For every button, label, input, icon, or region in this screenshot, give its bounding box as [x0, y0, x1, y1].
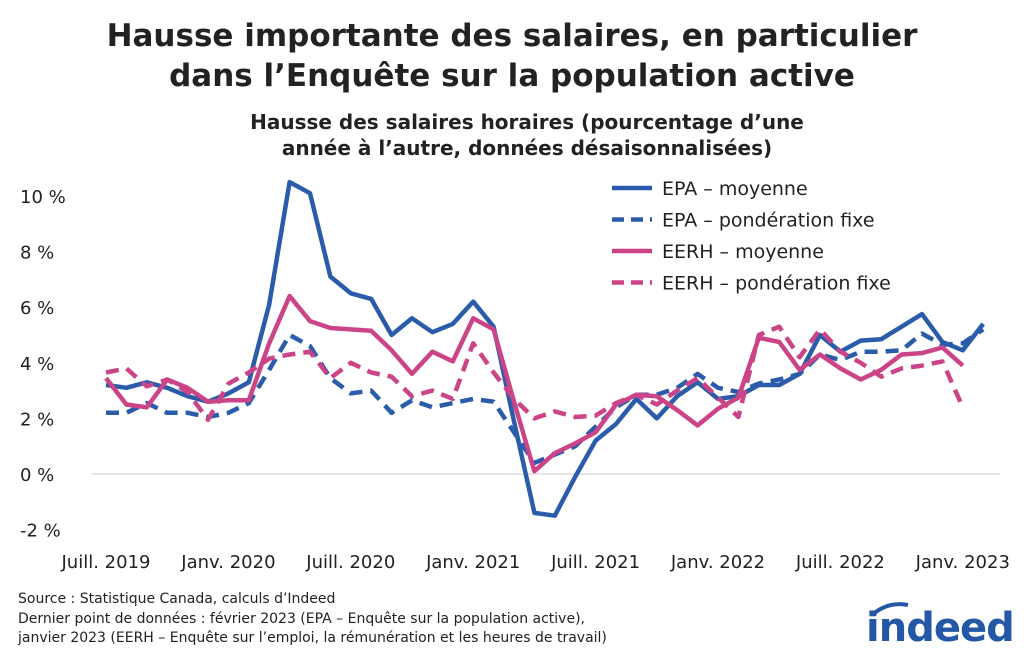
series-line-1 — [106, 327, 985, 466]
x-tick-label: Janv. 2023 — [915, 552, 1010, 573]
y-tick-label: 10 % — [20, 187, 66, 208]
chart-title-line-1: Hausse importante des salaires, en parti… — [106, 18, 918, 54]
legend-label: EERH – pondération fixe — [662, 273, 891, 295]
x-tick-label: Juill. 2019 — [61, 552, 151, 573]
y-tick-label: 0 % — [20, 465, 54, 486]
x-tick-label: Janv. 2021 — [425, 552, 520, 573]
data-note-line-2: janvier 2023 (EERH – Enquête sur l’emplo… — [18, 630, 607, 646]
x-tick-label: Juill. 2022 — [795, 552, 885, 573]
logo-text: indeed — [866, 605, 1015, 651]
y-tick-label: 2 % — [20, 409, 54, 430]
source-note: Source : Statistique Canada, calculs d’I… — [18, 591, 336, 607]
chart-subtitle-line-2: année à l’autre, données désaisonnalisée… — [281, 136, 773, 160]
y-tick-label: 4 % — [20, 354, 54, 375]
data-note-line-1: Dernier point de données : février 2023 … — [18, 611, 585, 627]
logo-arc-icon — [870, 602, 909, 617]
y-tick-label: 8 % — [20, 243, 54, 264]
x-tick-label: Juill. 2020 — [305, 552, 395, 573]
y-tick-label: 6 % — [20, 298, 54, 319]
chart-subtitle-line-1: Hausse des salaires horaires (pourcentag… — [250, 110, 804, 134]
chart-title-line-2: dans l’Enquête sur la population active — [169, 58, 855, 94]
series-line-3 — [105, 324, 965, 423]
series-line-2 — [104, 293, 965, 474]
y-tick-label: -2 % — [20, 521, 61, 542]
x-tick-label: Janv. 2022 — [670, 552, 765, 573]
series-line-0 — [105, 179, 985, 518]
legend-label: EERH – moyenne — [662, 241, 824, 263]
x-tick-label: Janv. 2020 — [180, 552, 275, 573]
indeed-logo: indeed — [866, 602, 1015, 651]
x-tick-label: Juill. 2021 — [550, 552, 640, 573]
legend-label: EPA – moyenne — [662, 178, 808, 200]
legend-label: EPA – pondération fixe — [662, 210, 875, 232]
